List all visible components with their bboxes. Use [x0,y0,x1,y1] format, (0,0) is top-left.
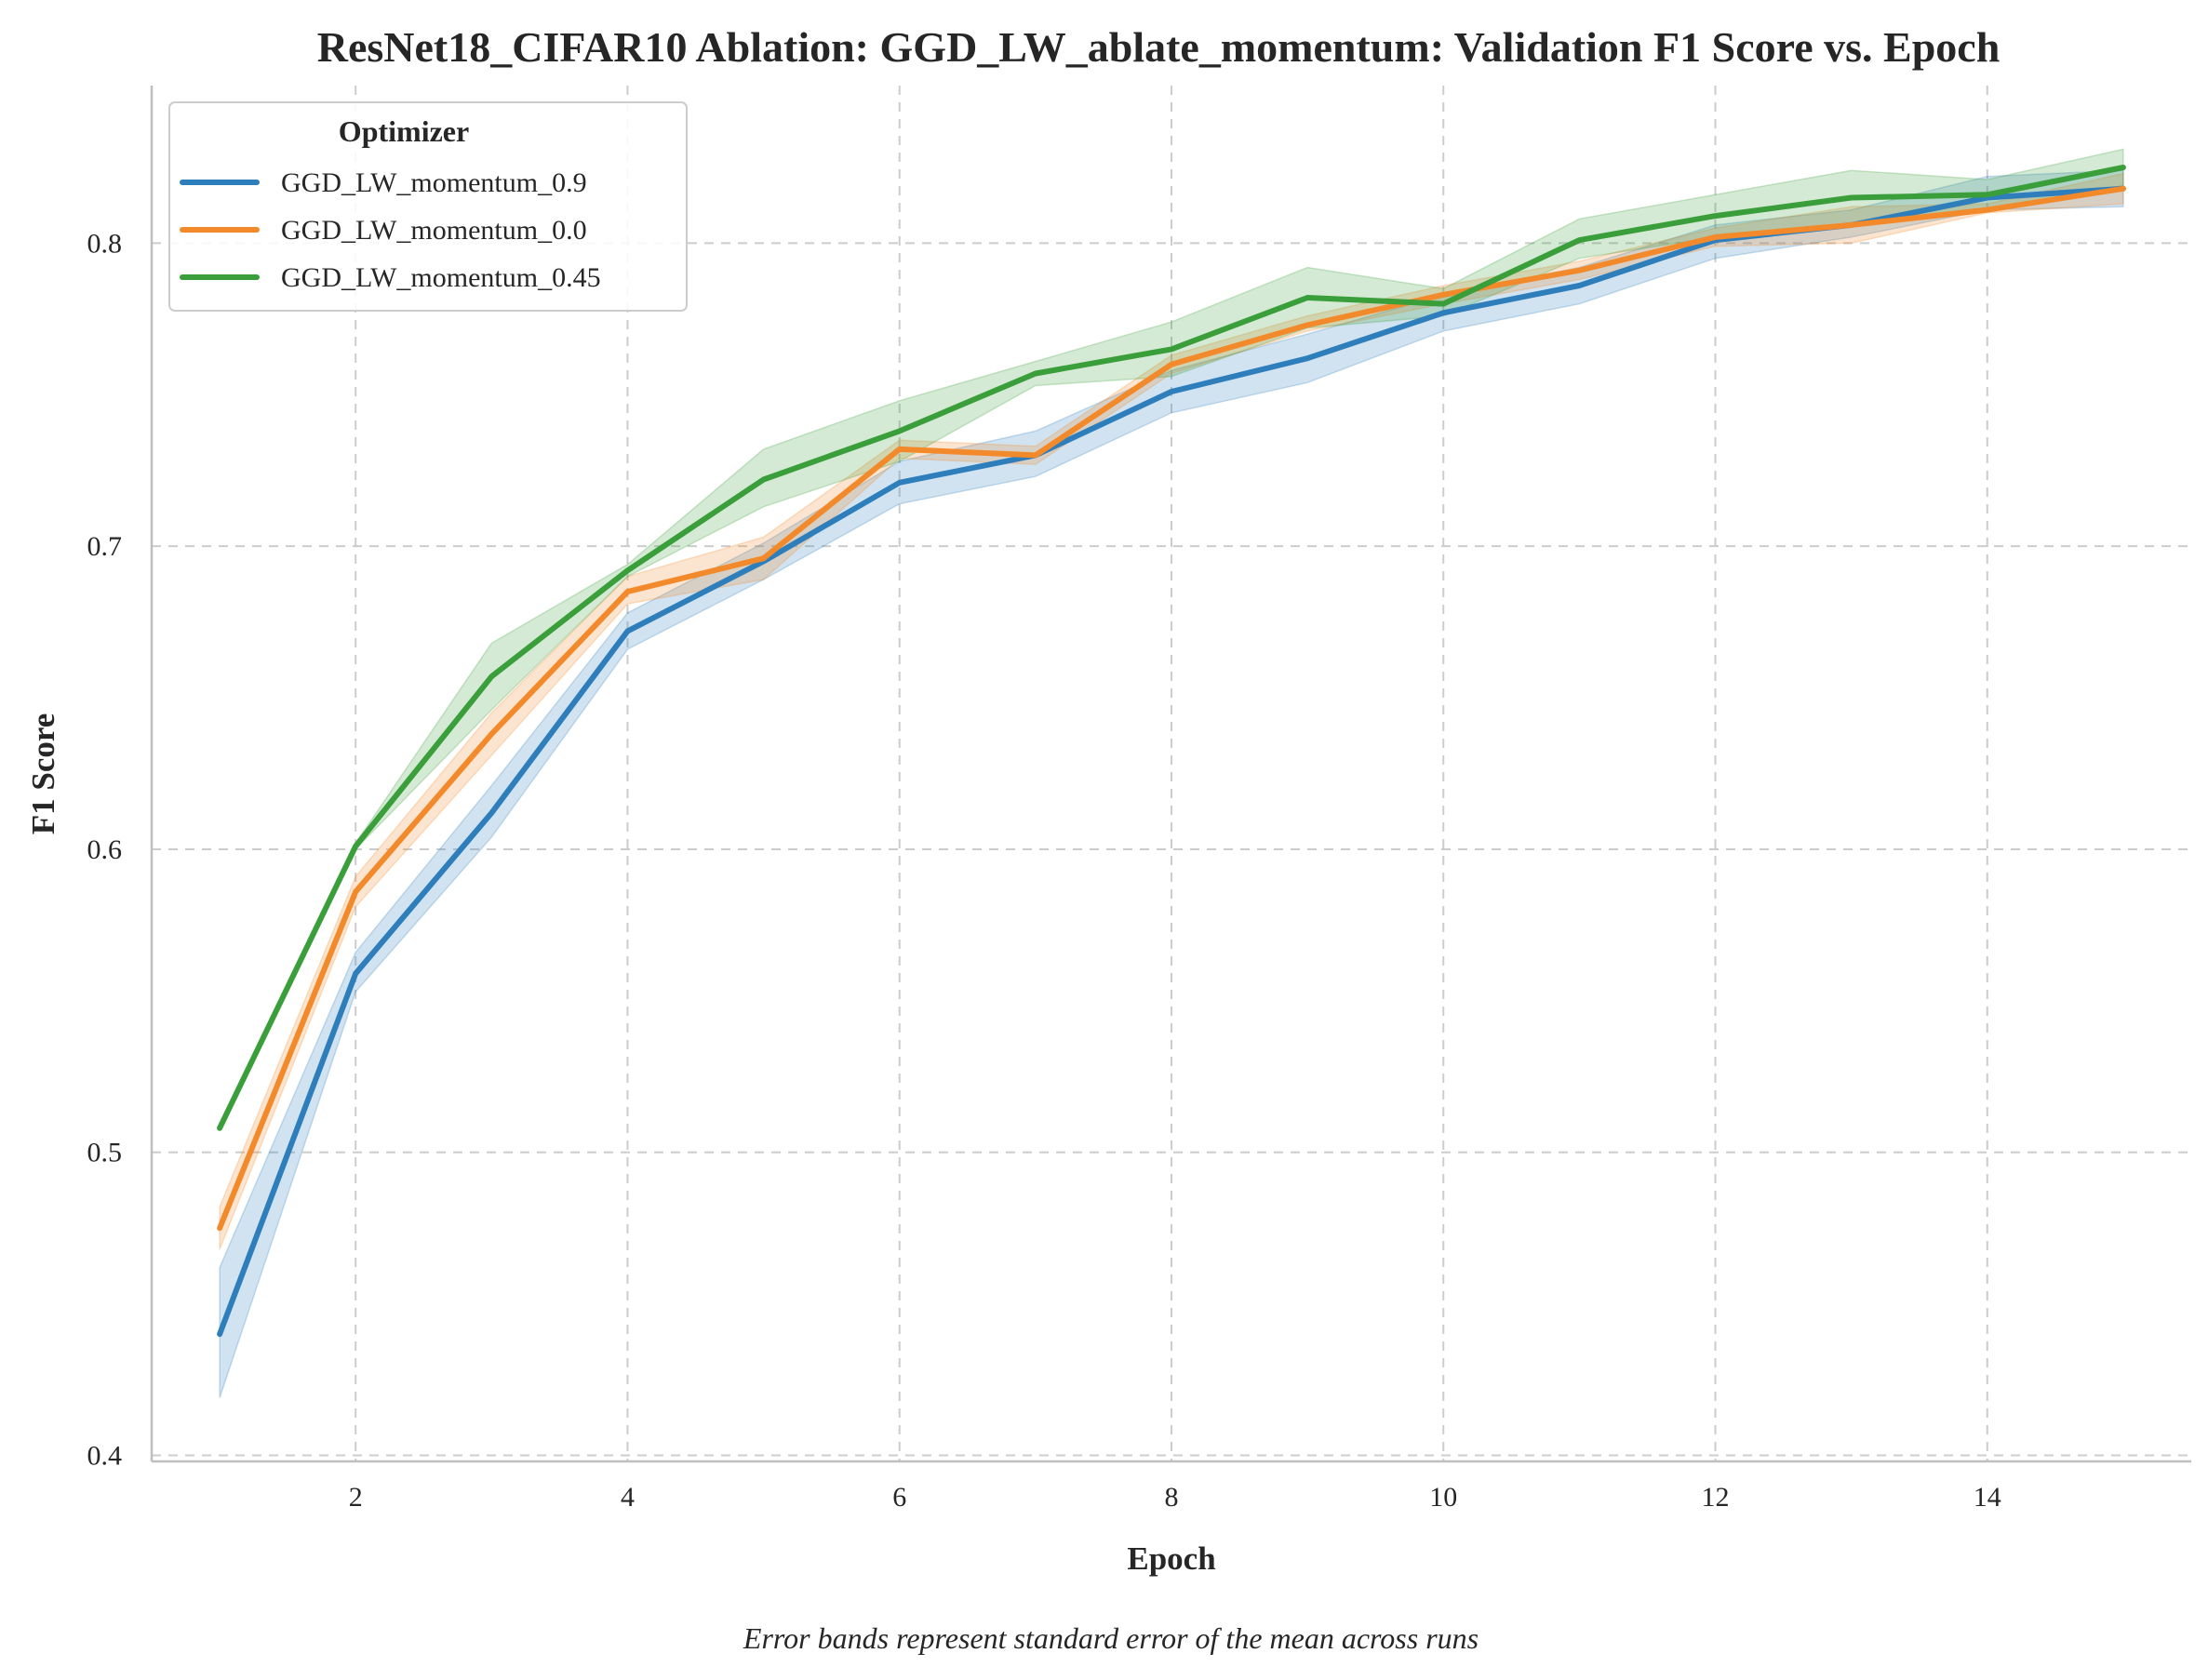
y-tick-label: 0.4 [87,1440,123,1471]
x-tick-label: 14 [1974,1482,2001,1513]
y-tick-labels: 0.4 0.5 0.6 0.7 0.8 [87,228,123,1471]
error-band-GGD_LW_momentum_0.0 [219,172,2124,1250]
x-tick-label: 4 [621,1482,635,1513]
series-lines [217,165,2126,1338]
x-tick-label: 10 [1429,1482,1457,1513]
legend-label: GGD_LW_momentum_0.45 [281,262,601,293]
legend-entries: GGD_LW_momentum_0.9 GGD_LW_momentum_0.0 GG… [180,167,601,293]
axes [150,86,2191,1463]
error-band-GGD_LW_momentum_0.45 [219,148,2124,1132]
grid [152,86,2191,1461]
legend-label: GGD_LW_momentum_0.0 [281,215,587,246]
x-axis-label: Epoch [1127,1540,1215,1577]
error-band-GGD_LW_momentum_0.9 [219,169,2124,1398]
series-line-GGD_LW_momentum_0.45 [217,165,2126,1131]
x-tick-label: 12 [1702,1482,1730,1513]
y-tick-label: 0.5 [87,1138,123,1168]
x-tick-label: 2 [349,1482,363,1513]
chart-caption: Error bands represent standard error of … [743,1621,1479,1655]
error-bands [219,148,2124,1398]
legend-label: GGD_LW_momentum_0.9 [281,167,587,198]
chart-title: ResNet18_CIFAR10 Ablation: GGD_LW_ablate… [317,23,2001,71]
x-tick-label: 6 [892,1482,906,1513]
y-tick-label: 0.8 [87,228,123,259]
legend: Optimizer GGD_LW_momentum_0.9GGD_LW_mome… [168,101,688,312]
legend-box [168,101,688,312]
y-axis-label: F1 Score [25,713,61,835]
x-tick-label: 8 [1165,1482,1179,1513]
y-tick-label: 0.6 [87,834,123,865]
y-tick-label: 0.7 [87,531,123,562]
legend-title: Optimizer [339,114,469,148]
x-tick-labels: 2 4 6 8 10 12 14 [349,1482,2001,1513]
series-line-GGD_LW_momentum_0.0 [217,185,2126,1232]
